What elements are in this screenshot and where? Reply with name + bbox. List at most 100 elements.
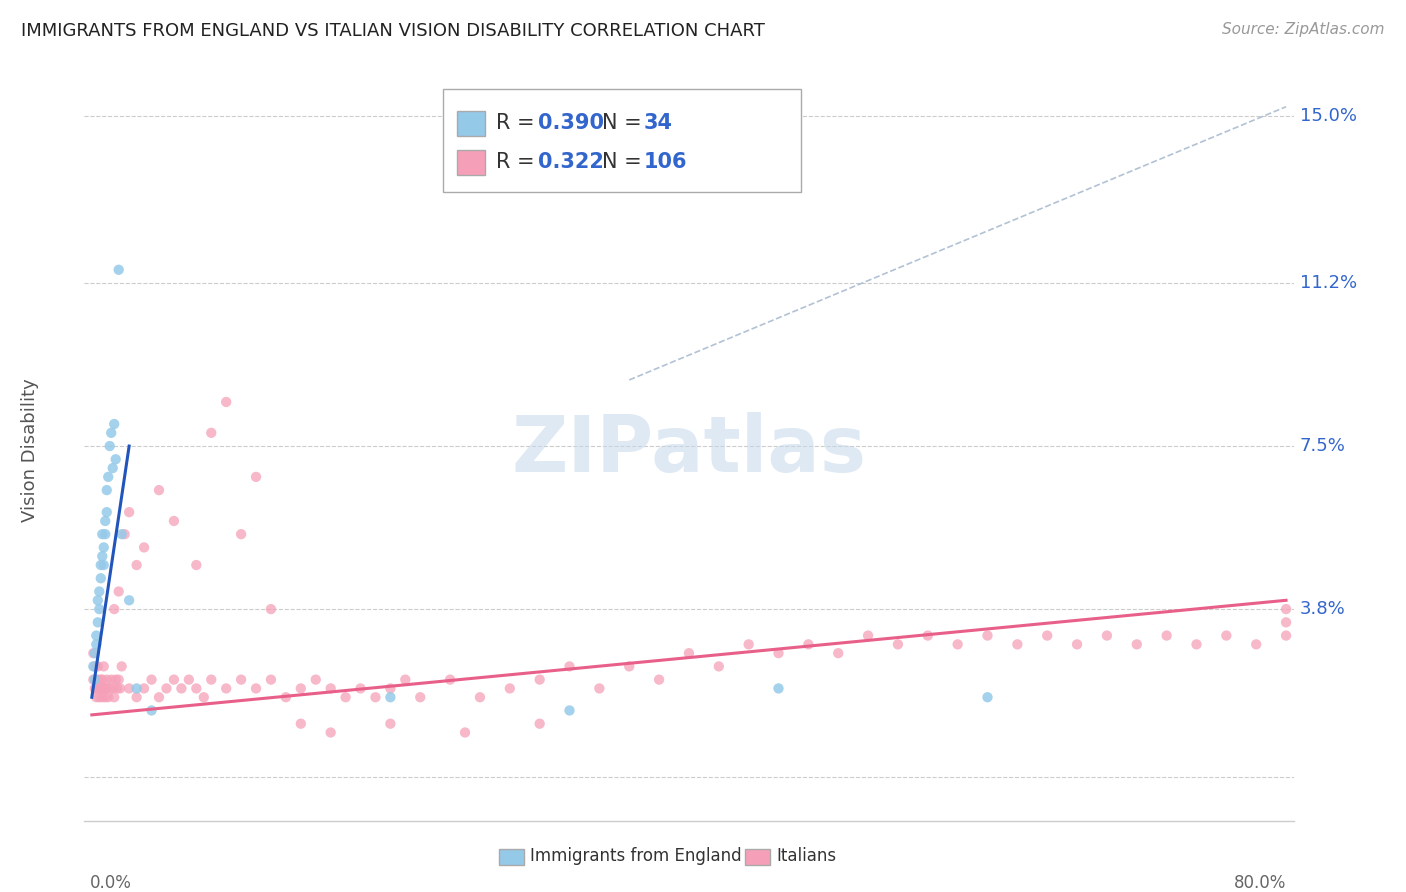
Point	[96, 483, 118, 497]
Point	[707, 659, 730, 673]
Point	[82, 673, 104, 687]
Text: Source: ZipAtlas.com: Source: ZipAtlas.com	[1222, 22, 1385, 37]
Point	[409, 690, 432, 705]
Text: 0.390: 0.390	[538, 113, 605, 133]
Text: 7.5%: 7.5%	[1299, 437, 1346, 455]
Point	[827, 646, 849, 660]
Point	[91, 673, 114, 687]
Point	[101, 461, 124, 475]
Point	[84, 629, 107, 643]
Point	[111, 659, 134, 673]
Point	[89, 681, 111, 696]
Text: N =: N =	[602, 153, 648, 172]
Point	[177, 673, 200, 687]
Point	[245, 470, 267, 484]
Point	[887, 637, 910, 651]
Point	[97, 690, 120, 705]
Point	[335, 690, 357, 705]
Point	[141, 703, 163, 717]
Point	[148, 690, 170, 705]
Point	[84, 637, 107, 651]
Point	[83, 646, 105, 660]
Point	[274, 690, 297, 705]
Point	[82, 659, 104, 673]
Point	[529, 673, 551, 687]
Point	[90, 673, 112, 687]
Point	[94, 690, 117, 705]
Point	[90, 558, 112, 572]
Text: Immigrants from England: Immigrants from England	[530, 847, 742, 865]
Point	[107, 673, 129, 687]
Point	[1126, 637, 1149, 651]
Point	[84, 681, 107, 696]
Point	[1007, 637, 1029, 651]
Point	[588, 681, 610, 696]
Point	[96, 673, 118, 687]
Point	[89, 690, 111, 705]
Point	[101, 681, 124, 696]
Point	[141, 673, 163, 687]
Point	[648, 673, 671, 687]
Point	[98, 439, 121, 453]
Point	[108, 681, 131, 696]
Point	[1156, 629, 1178, 643]
Point	[90, 571, 112, 585]
Point	[107, 584, 129, 599]
Text: Vision Disability: Vision Disability	[21, 378, 39, 523]
Point	[148, 483, 170, 497]
Point	[319, 681, 342, 696]
Point	[380, 716, 402, 731]
Point	[305, 673, 328, 687]
Point	[93, 558, 115, 572]
Point	[118, 593, 141, 607]
Point	[454, 725, 477, 739]
Point	[1185, 637, 1208, 651]
Point	[1095, 629, 1118, 643]
Text: N =: N =	[602, 113, 648, 133]
Point	[114, 527, 136, 541]
Point	[104, 452, 127, 467]
Text: R =: R =	[496, 153, 541, 172]
Point	[394, 673, 416, 687]
Point	[558, 659, 581, 673]
Point	[200, 673, 222, 687]
Point	[90, 681, 112, 696]
Point	[83, 681, 105, 696]
Point	[619, 659, 641, 673]
Text: R =: R =	[496, 113, 541, 133]
Text: 15.0%: 15.0%	[1299, 106, 1357, 125]
Point	[290, 716, 312, 731]
Point	[83, 673, 105, 687]
Point	[155, 681, 177, 696]
Point	[976, 690, 998, 705]
Point	[976, 629, 998, 643]
Point	[94, 681, 117, 696]
Point	[87, 615, 110, 630]
Point	[380, 681, 402, 696]
Point	[125, 681, 148, 696]
Point	[125, 690, 148, 705]
Point	[93, 659, 115, 673]
Point	[103, 602, 125, 616]
Text: 3.8%: 3.8%	[1299, 600, 1346, 618]
Point	[1066, 637, 1088, 651]
Point	[98, 681, 121, 696]
Point	[245, 681, 267, 696]
Point	[84, 690, 107, 705]
Point	[132, 681, 155, 696]
Text: Italians: Italians	[776, 847, 837, 865]
Text: 0.322: 0.322	[538, 153, 605, 172]
Point	[468, 690, 491, 705]
Point	[96, 681, 118, 696]
Point	[89, 602, 111, 616]
Point	[103, 417, 125, 431]
Point	[87, 673, 110, 687]
Point	[215, 681, 238, 696]
Point	[83, 659, 105, 673]
Point	[91, 549, 114, 564]
Text: 80.0%: 80.0%	[1233, 873, 1286, 891]
Point	[89, 584, 111, 599]
Point	[118, 505, 141, 519]
Point	[737, 637, 759, 651]
Point	[91, 527, 114, 541]
